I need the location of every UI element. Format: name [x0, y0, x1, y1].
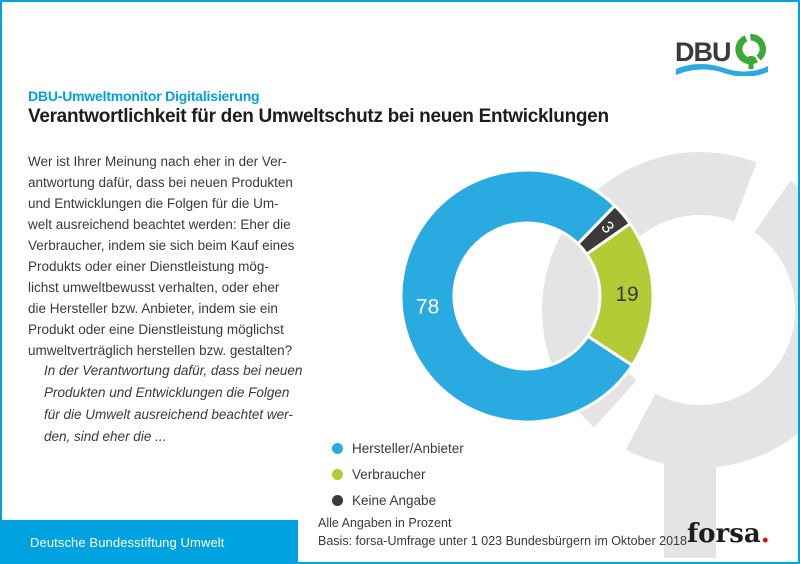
footnote-unit: Alle Angaben in Prozent: [318, 516, 452, 530]
dbu-logo-trunk: [748, 56, 754, 69]
legend-dot-keine-angabe: [332, 495, 343, 506]
page-title: Verantwortlichkeit für den Umweltschutz …: [28, 106, 609, 127]
donut-segment-hersteller-anbieter: [399, 168, 635, 424]
legend-dot-hersteller-anbieter: [332, 443, 343, 454]
survey-question-text: Wer ist Ihrer Meinung nach eher in der V…: [28, 154, 295, 358]
footnotes: Alle Angaben in Prozent Basis: forsa-Umf…: [318, 514, 687, 550]
footnote-basis: Basis: forsa-Umfrage unter 1 023 Bundesb…: [318, 534, 687, 548]
forsa-logo-dot: .: [760, 519, 770, 549]
chart-legend: Hersteller/Anbieter Verbraucher Keine Anga…: [332, 441, 464, 519]
dbu-logo: DBU: [675, 33, 768, 76]
dbu-logo-ring-arc: [735, 35, 758, 65]
organization-name: Deutsche Bundesstiftung Umwelt: [30, 534, 225, 550]
footer-bar: Deutsche Bundesstiftung Umwelt: [0, 520, 298, 564]
dbu-logo-ring-arc: [750, 33, 766, 61]
legend-item-verbraucher: Verbraucher: [332, 467, 464, 482]
legend-label: Verbraucher: [352, 467, 426, 482]
watermark-ring-arc: [625, 180, 800, 468]
legend-item-keine-angabe: Keine Angabe: [332, 493, 464, 508]
dbu-logo-wave: [676, 64, 768, 76]
forsa-logo-text: forsa: [687, 519, 761, 549]
forsa-logo: forsa.: [687, 519, 770, 549]
dbu-logo-text: DBU: [675, 37, 731, 67]
survey-question-leadin: In der Verantwortung dafür, dass bei neu…: [44, 363, 303, 444]
legend-label: Hersteller/Anbieter: [352, 441, 464, 456]
series-kicker: DBU-Umweltmonitor Digitalisierung: [28, 88, 260, 104]
donut-value-label-hersteller-anbieter: 78: [416, 295, 439, 318]
legend-label: Keine Angabe: [352, 493, 437, 508]
watermark-stem: [664, 420, 716, 558]
legend-dot-verbraucher: [332, 469, 343, 480]
legend-item-hersteller-anbieter: Hersteller/Anbieter: [332, 441, 464, 456]
donut-value-label-verbraucher: 19: [615, 283, 638, 306]
